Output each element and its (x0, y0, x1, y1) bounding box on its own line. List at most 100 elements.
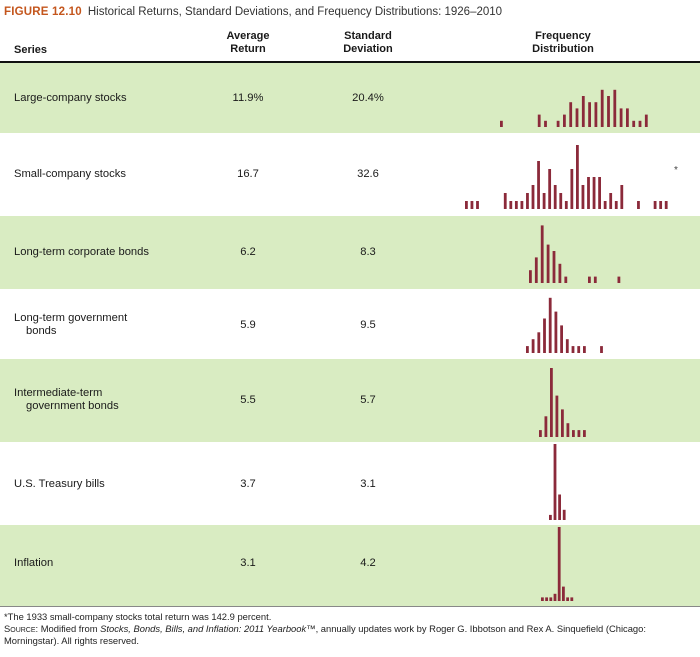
standard-deviation-value: 3.1 (360, 478, 376, 490)
histogram-bar (543, 318, 546, 353)
histogram-bar (575, 108, 579, 127)
histogram-bar (548, 297, 552, 353)
series-line1: U.S. Treasury bills (14, 478, 105, 490)
average-return-value: 16.7 (237, 168, 259, 180)
histogram-bar (572, 430, 575, 437)
average-return-value: 11.9% (232, 92, 264, 104)
table-row-small-company-stocks: Small-company stocks 16.7 32.6 * (0, 133, 700, 216)
histogram-bar (539, 430, 542, 437)
histogram-bar (562, 586, 565, 601)
histogram-bar (583, 346, 586, 353)
histogram-bar (594, 102, 598, 127)
histogram-bar (581, 96, 585, 127)
series-line1: Long-term government (14, 312, 128, 324)
histogram-bar (549, 514, 552, 520)
header-series: Series (14, 44, 48, 56)
histogram-bar (566, 597, 569, 601)
histogram-bar (593, 276, 597, 283)
series-label: Long-term corporate bonds (14, 246, 149, 259)
standard-deviation-value: 8.3 (360, 246, 376, 258)
histogram-bar (537, 332, 541, 353)
histogram-bar (581, 185, 585, 209)
average-return-value: 3.7 (240, 478, 256, 490)
histogram-bar (540, 225, 544, 283)
histogram-bar (565, 339, 569, 353)
average-return-value: 5.5 (240, 394, 256, 406)
histogram-bar (558, 494, 561, 520)
histogram-bar (514, 201, 518, 209)
standard-deviation-value: 9.5 (360, 319, 376, 331)
table-row-us-treasury-bills: U.S. Treasury bills 3.7 3.1 (0, 442, 700, 525)
histogram-bar (503, 193, 507, 209)
histogram-bar (588, 102, 591, 127)
histogram-bar (564, 201, 568, 209)
histogram-bar (614, 201, 618, 209)
histogram-bar (549, 597, 553, 601)
average-return-value: 5.9 (240, 319, 256, 331)
source-note: Source: Modified from Stocks, Bonds, Bil… (4, 623, 696, 647)
histogram-bar (500, 120, 503, 127)
histogram-bar (552, 251, 556, 283)
source-text-before: Modified from (38, 623, 101, 634)
table-row-long-term-government-bonds: Long-term government bonds 5.9 9.5 (0, 289, 700, 359)
series-label: Small-company stocks (14, 168, 126, 181)
figure-label: FIGURE 12.10 (4, 6, 82, 18)
histogram-bar (545, 597, 548, 601)
histogram-bar (644, 114, 648, 127)
histogram-bar (583, 430, 586, 437)
series-line2: government bonds (26, 400, 119, 412)
histogram-bar (664, 201, 668, 209)
histogram-bar (587, 177, 590, 209)
histogram-bar (598, 177, 601, 209)
histogram-bar (564, 276, 568, 283)
frequency-histogram (529, 225, 621, 283)
frequency-histogram (541, 527, 574, 601)
histogram-bar (603, 201, 607, 209)
histogram-bar (620, 185, 624, 209)
histogram-bar (526, 193, 529, 209)
histogram-bar (576, 145, 579, 209)
histogram-bar (637, 201, 640, 209)
series-label: Long-term government bonds (14, 312, 127, 338)
series-line1: Small-company stocks (14, 168, 126, 180)
histogram-bar (592, 177, 596, 209)
histogram-bar (577, 346, 581, 353)
histogram-bar (537, 161, 540, 209)
histogram-bar (541, 597, 544, 601)
returns-table: Series Average Return Standard Deviation… (0, 26, 700, 606)
series-line1: Inflation (14, 557, 54, 569)
source-text-after: ™, annually updates work by Roger G. Ibb… (4, 623, 646, 646)
histogram-bar (570, 597, 574, 601)
histogram-bar (526, 346, 529, 353)
histogram-bar (509, 201, 513, 209)
histogram-bar (529, 270, 532, 283)
series-line1: Large-company stocks (14, 92, 127, 104)
figure-title: FIGURE 12.10 Historical Returns, Standard… (4, 3, 502, 21)
histogram-bar (600, 89, 604, 127)
histogram-bar (562, 509, 566, 520)
header-average-return: Average Return (210, 30, 286, 56)
histogram-bar (577, 430, 581, 437)
histogram-bar (653, 201, 657, 209)
histogram-bar (476, 201, 479, 209)
histogram-bar (470, 201, 474, 209)
series-label: Large-company stocks (14, 92, 127, 105)
average-return-value: 3.1 (240, 557, 256, 569)
frequency-histogram (539, 368, 586, 437)
histogram-bar (546, 244, 550, 283)
table-row-large-company-stocks: Large-company stocks 11.9% 20.4% (0, 63, 700, 133)
histogram-bar (558, 263, 562, 283)
table-row-intermediate-term-government-bonds: Intermediate-term government bonds 5.5 5… (0, 359, 700, 442)
average-return-value: 6.2 (240, 246, 256, 258)
histogram-bar (566, 423, 570, 437)
footnote-marker: * (674, 165, 678, 176)
histogram-bar (553, 444, 557, 520)
histogram-bar (619, 108, 623, 127)
histogram-bar (531, 339, 535, 353)
histogram-bar (555, 395, 559, 437)
series-label: Intermediate-term government bonds (14, 387, 119, 413)
footnote-1933: *The 1933 small-company stocks total ret… (4, 611, 272, 622)
histogram-bar (553, 185, 557, 209)
series-line1: Long-term corporate bonds (14, 246, 149, 258)
histogram-bar (638, 120, 642, 127)
